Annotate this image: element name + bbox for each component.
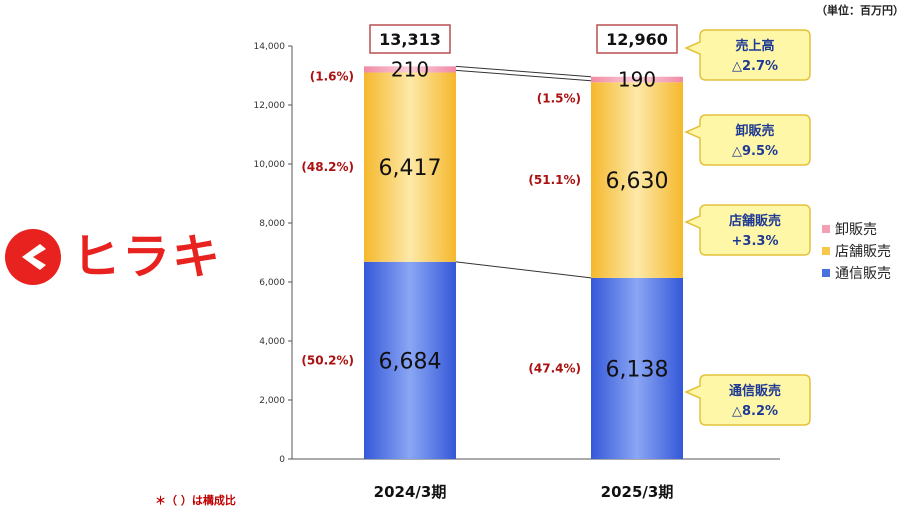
connector-line xyxy=(455,69,592,82)
bar-segment-wholesale xyxy=(591,76,683,83)
y-tick-label: 8,000 xyxy=(259,219,285,229)
callout-1: 卸販売 △9.5% xyxy=(684,114,811,166)
callout-2: 店舗販売 +3.3% xyxy=(684,204,811,256)
legend-label: 店舗販売 xyxy=(835,244,891,260)
share-label-mail-order: (47.4%) xyxy=(528,361,581,375)
callout-bubble xyxy=(684,374,811,426)
share-label-wholesale: (1.6%) xyxy=(310,69,354,83)
y-tick-label: 12,000 xyxy=(254,101,286,111)
company-logo: ヒラキ xyxy=(2,226,252,288)
x-tick-label: 2024/3期 xyxy=(374,483,447,501)
callout-title: 店舗販売 xyxy=(729,213,781,229)
callout-3: 通信販売 △8.2% xyxy=(684,374,811,426)
legend-item-wholesale: 卸販売 xyxy=(822,218,891,240)
share-label-mail-order: (50.2%) xyxy=(301,353,354,367)
y-tick-label: 2,000 xyxy=(259,396,285,406)
bar-segment-store xyxy=(591,82,683,278)
x-tick-label: 2025/3期 xyxy=(601,483,674,501)
share-label-wholesale: (1.5%) xyxy=(537,92,581,106)
legend-swatch xyxy=(822,269,830,277)
callout-change: △9.5% xyxy=(732,144,778,159)
y-tick-label: 10,000 xyxy=(254,160,286,170)
legend-label: 卸販売 xyxy=(835,222,877,238)
y-tick-label: 4,000 xyxy=(259,337,285,347)
legend-item-mail-order: 通信販売 xyxy=(822,262,891,284)
connector-line xyxy=(455,261,592,279)
bar-segment-store xyxy=(364,72,456,262)
bar-segment-mail-order xyxy=(364,261,456,459)
callout-bubble xyxy=(684,29,811,81)
data-label-wholesale: 210 xyxy=(391,57,429,81)
callout-bubble xyxy=(684,114,811,166)
callout-change: △2.7% xyxy=(732,59,778,74)
y-tick-label: 14,000 xyxy=(254,42,286,52)
total-label: 13,313 xyxy=(379,30,441,49)
legend-swatch xyxy=(822,225,830,233)
footnote: ＊（ ）は構成比 xyxy=(155,494,236,507)
legend-swatch xyxy=(822,247,830,255)
data-label-mail-order: 6,684 xyxy=(379,349,442,374)
total-box-frame xyxy=(369,24,451,54)
total-box: 12,960 xyxy=(596,24,678,54)
callout-title: 売上高 xyxy=(735,38,774,54)
callout-bubble xyxy=(684,204,811,256)
bar-segment-wholesale xyxy=(364,66,456,73)
callout-title: 卸販売 xyxy=(735,123,774,139)
share-label-store: (51.1%) xyxy=(528,173,581,187)
callout-0: 売上高 △2.7% xyxy=(684,29,811,81)
unit-note: （単位：百万円） xyxy=(816,4,904,17)
total-box-frame xyxy=(596,24,678,54)
y-tick-label: 0 xyxy=(279,455,285,465)
callout-title: 通信販売 xyxy=(729,383,781,399)
connector-line xyxy=(455,65,592,78)
logo-text: ヒラキ xyxy=(72,229,223,285)
callout-change: +3.3% xyxy=(732,234,779,249)
total-box: 13,313 xyxy=(369,24,451,54)
legend-label: 通信販売 xyxy=(835,266,891,282)
data-label-store: 6,417 xyxy=(379,156,442,181)
legend-item-store: 店舗販売 xyxy=(822,240,891,262)
callout-change: △8.2% xyxy=(732,404,778,419)
data-label-store: 6,630 xyxy=(606,169,669,194)
share-label-store: (48.2%) xyxy=(301,160,354,174)
data-label-mail-order: 6,138 xyxy=(606,357,669,382)
data-label-wholesale: 190 xyxy=(618,68,656,92)
y-tick-label: 6,000 xyxy=(259,278,285,288)
total-label: 12,960 xyxy=(606,30,668,49)
bar-segment-mail-order xyxy=(591,277,683,459)
hiraki-logo-mark-icon xyxy=(5,229,61,285)
legend: 卸販売 店舗販売 通信販売 xyxy=(822,218,891,284)
